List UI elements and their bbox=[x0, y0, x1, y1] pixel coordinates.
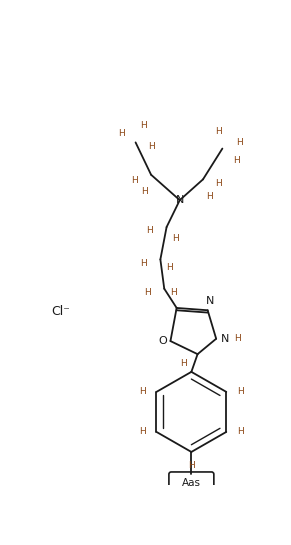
Text: H: H bbox=[206, 192, 212, 201]
Text: N: N bbox=[175, 195, 184, 205]
Text: H: H bbox=[139, 387, 146, 396]
Text: H: H bbox=[140, 259, 147, 268]
Text: H: H bbox=[148, 142, 155, 151]
Text: H: H bbox=[131, 177, 137, 185]
Text: H: H bbox=[170, 288, 177, 297]
Text: H: H bbox=[215, 179, 222, 187]
Text: H: H bbox=[173, 234, 179, 243]
Text: H: H bbox=[140, 121, 147, 130]
Text: H: H bbox=[144, 288, 150, 297]
Text: H: H bbox=[180, 359, 187, 368]
Text: H: H bbox=[188, 461, 195, 470]
Text: H: H bbox=[233, 156, 240, 165]
Text: H: H bbox=[215, 127, 222, 136]
Text: Cl⁻: Cl⁻ bbox=[52, 305, 71, 318]
Text: Aas: Aas bbox=[182, 478, 201, 488]
Text: N: N bbox=[206, 296, 214, 306]
Text: H: H bbox=[237, 387, 244, 396]
Text: O: O bbox=[158, 336, 167, 346]
Text: H: H bbox=[139, 427, 146, 437]
Text: H: H bbox=[166, 263, 173, 271]
Text: N: N bbox=[221, 334, 230, 344]
Text: H: H bbox=[235, 334, 241, 343]
Text: H: H bbox=[236, 138, 243, 147]
Text: H: H bbox=[237, 427, 244, 437]
Text: H: H bbox=[118, 129, 125, 138]
Text: H: H bbox=[146, 227, 153, 235]
Text: H: H bbox=[141, 187, 148, 196]
FancyBboxPatch shape bbox=[169, 472, 214, 494]
